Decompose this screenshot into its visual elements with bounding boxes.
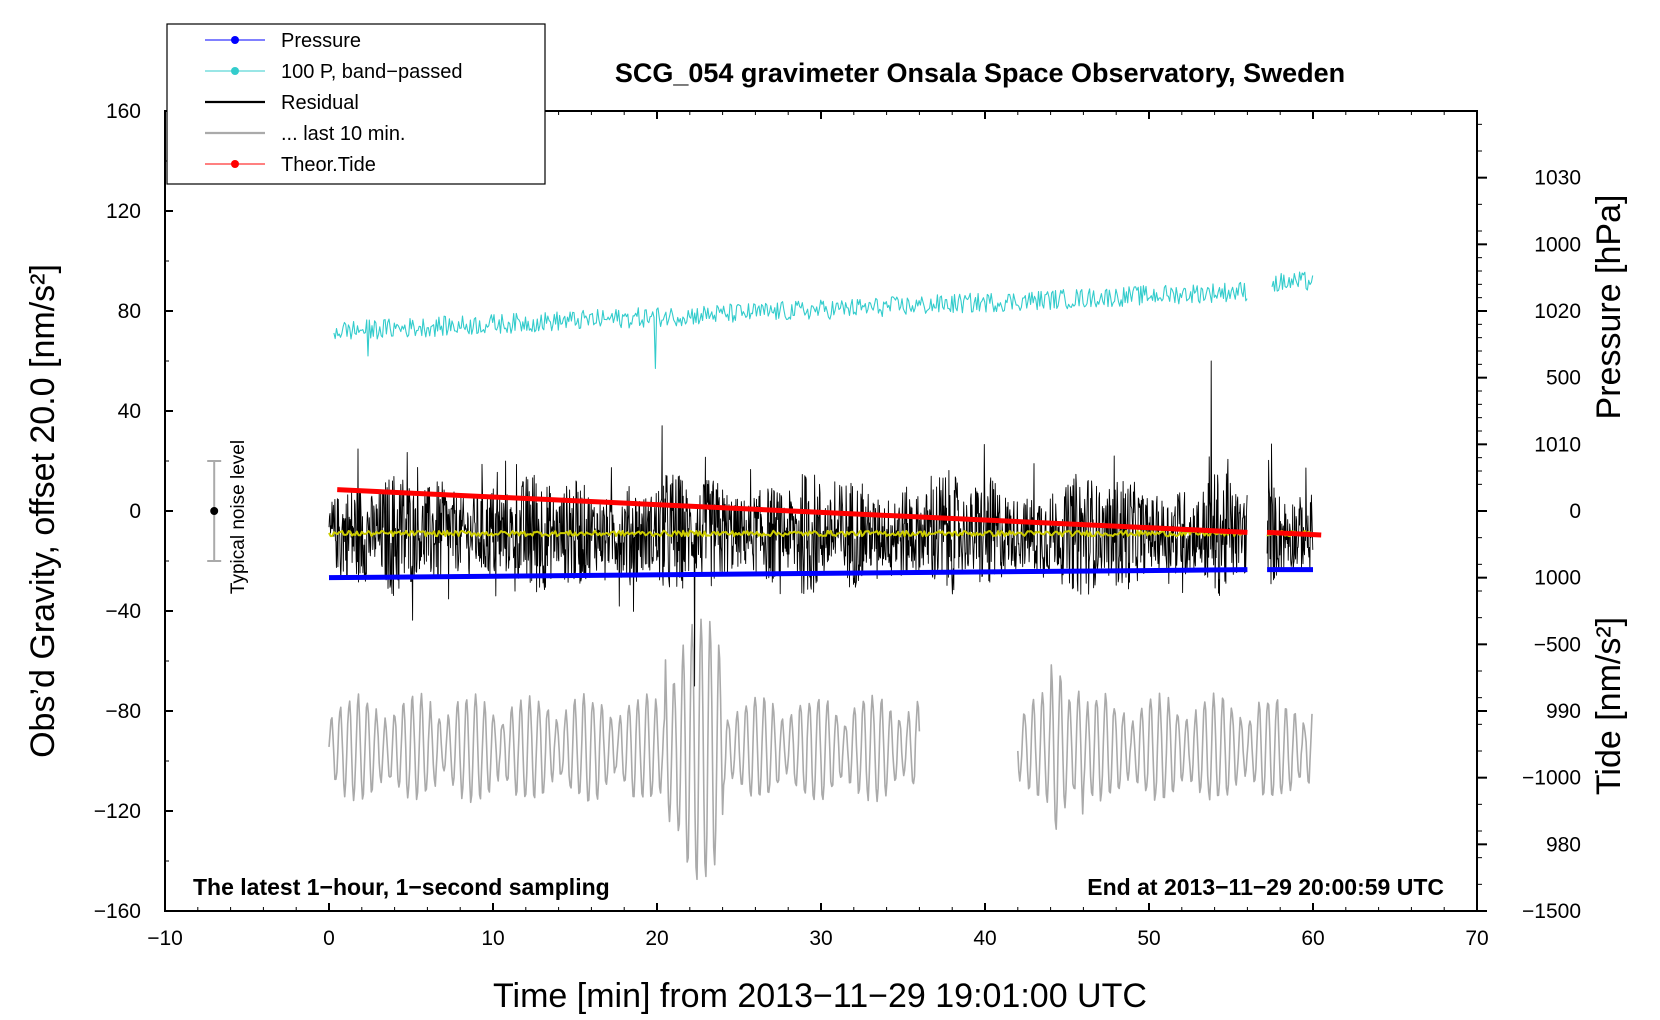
legend-label-0: Pressure xyxy=(281,30,361,52)
x-tick-label-1: 0 xyxy=(323,927,335,950)
noise-level-label: Typical noise level xyxy=(228,440,249,594)
x-tick-label-2: 10 xyxy=(481,927,504,950)
series-last-10-min xyxy=(328,618,1313,881)
noise-bar-center-dot xyxy=(210,507,219,515)
tide-axis-title: Tide [nm/s²] xyxy=(1590,617,1628,795)
last-10-min-segment-0 xyxy=(328,618,921,881)
x-tick-label-7: 60 xyxy=(1301,927,1324,950)
x-tick-label-8: 70 xyxy=(1465,927,1488,950)
pressure-tick-label-3: 1000 xyxy=(1534,567,1581,590)
legend-marker-1 xyxy=(231,67,239,75)
y-tick-label-left-3: 40 xyxy=(118,400,141,423)
tide-tick-label-0: 1000 xyxy=(1534,233,1581,256)
pressure-axis-ticks: 1030 1020 1010 1000 990 980 xyxy=(1477,123,1581,856)
tide-tick-label-3: −500 xyxy=(1534,633,1581,656)
noise-level-indicator: Typical noise level xyxy=(207,440,249,594)
sampling-annotation: The latest 1−hour, 1−second sampling xyxy=(193,874,610,900)
legend-marker-4 xyxy=(231,160,239,168)
left-axis-title: Obs’d Gravity, offset 20.0 [nm/s²] xyxy=(24,264,62,758)
pressure-tick-label-5: 980 xyxy=(1546,833,1581,856)
series-band-passed-pressure xyxy=(333,271,1314,370)
left-axis-ticks: 160 120 80 40 0 −40 −80 −120 −160 xyxy=(94,100,173,923)
x-tick-label-3: 20 xyxy=(645,927,668,950)
y-tick-label-left-1: 120 xyxy=(106,200,141,223)
y-tick-label-left-0: 160 xyxy=(106,100,141,123)
legend-box xyxy=(166,23,546,185)
legend-label-4: Theor.Tide xyxy=(281,154,376,176)
pressure-axis-title: Pressure [hPa] xyxy=(1590,195,1628,420)
x-axis-title: Time [min] from 2013−11−29 19:01:00 UTC xyxy=(493,977,1147,1015)
series-pressure xyxy=(328,567,1313,581)
pressure-tick-label-4: 990 xyxy=(1546,700,1581,723)
y-tick-label-left-8: −160 xyxy=(94,900,141,923)
last-10-min-segment-1 xyxy=(1017,664,1313,830)
tide-tick-label-1: 500 xyxy=(1546,367,1581,390)
pressure-segment-0 xyxy=(328,567,1248,581)
x-axis-ticks: −10 0 10 20 30 40 50 60 70 xyxy=(147,111,1489,950)
tide-tick-label-4: −1000 xyxy=(1522,767,1581,790)
tide-segment-0 xyxy=(337,487,1248,535)
tide-tick-label-2: 0 xyxy=(1569,500,1581,523)
legend-label-2: Residual xyxy=(281,92,359,114)
end-time-annotation: End at 2013−11−29 20:00:59 UTC xyxy=(1087,874,1444,900)
residual-mean-segment-0 xyxy=(328,529,1247,538)
y-tick-label-left-6: −80 xyxy=(105,700,141,723)
chart-title: SCG_054 gravimeter Onsala Space Observat… xyxy=(615,58,1345,88)
y-tick-label-left-2: 80 xyxy=(118,300,141,323)
y-tick-label-left-7: −120 xyxy=(94,800,141,823)
y-tick-label-left-5: −40 xyxy=(105,600,141,623)
tide-segment-1 xyxy=(1266,529,1322,538)
x-tick-label-4: 30 xyxy=(809,927,832,950)
x-tick-label-6: 50 xyxy=(1137,927,1160,950)
band-passed-segment-1 xyxy=(1271,271,1314,292)
legend-marker-0 xyxy=(231,36,239,44)
pressure-tick-label-2: 1010 xyxy=(1534,433,1581,456)
series-layer xyxy=(328,271,1322,881)
band-passed-segment-0 xyxy=(333,281,1248,370)
legend-label-1: 100 P, band−passed xyxy=(281,61,462,83)
tide-tick-label-5: −1500 xyxy=(1522,900,1581,923)
residual-segment-1 xyxy=(1266,443,1314,585)
series-residual xyxy=(328,360,1314,687)
pressure-tick-label-1: 1020 xyxy=(1534,300,1581,323)
legend: Pressure 100 P, band−passed Residual ... la… xyxy=(166,23,546,185)
x-tick-label-0: −10 xyxy=(147,927,183,950)
pressure-tick-label-0: 1030 xyxy=(1534,167,1581,190)
series-theoretical-tide xyxy=(337,487,1322,538)
legend-label-3: ... last 10 min. xyxy=(281,123,406,145)
y-tick-label-left-4: 0 xyxy=(129,500,141,523)
x-tick-label-5: 40 xyxy=(973,927,996,950)
tide-axis-ticks: 1000 500 0 −500 −1000 −1500 xyxy=(1477,233,1581,923)
